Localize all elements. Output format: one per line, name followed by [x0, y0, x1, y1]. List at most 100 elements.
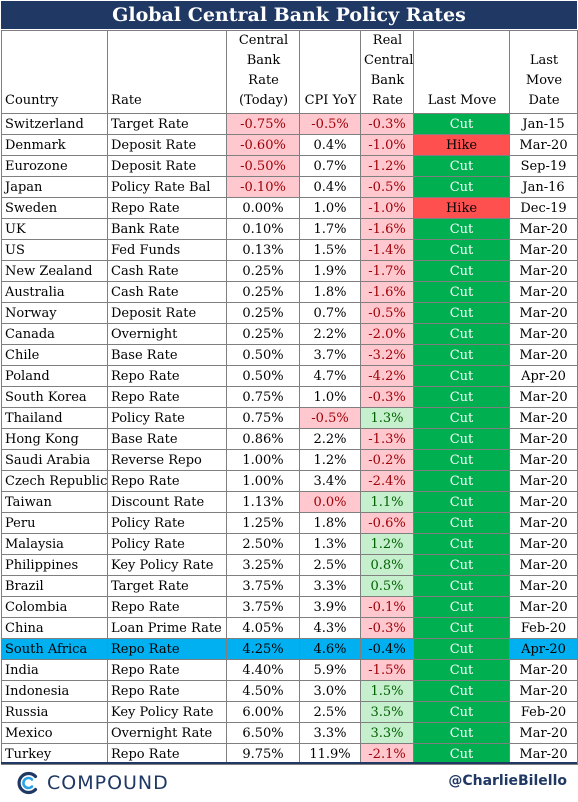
- table-row: India Repo Rate 4.40% 5.9% -1.5% Cut Mar-20: [1, 659, 578, 681]
- cell-rate-type: Discount Rate: [107, 491, 227, 513]
- header-real-line: Central: [364, 53, 414, 68]
- cell-rate-type: Base Rate: [107, 344, 227, 366]
- cell-country: Brazil: [1, 575, 108, 597]
- cell-cpi: -0.5%: [299, 113, 361, 135]
- cell-country: Taiwan: [1, 491, 108, 513]
- cell-last-move: Cut: [413, 701, 510, 723]
- header-cpi: CPI YoY: [299, 30, 361, 114]
- cell-rate-type: Policy Rate: [107, 512, 227, 534]
- cell-last-move: Cut: [413, 743, 510, 765]
- cell-rate-type: Reverse Repo: [107, 449, 227, 471]
- cell-country: Czech Republic: [1, 470, 108, 492]
- cell-last-move: Cut: [413, 491, 510, 513]
- cell-country: Denmark: [1, 134, 108, 156]
- cell-rate-type: Key Policy Rate: [107, 701, 227, 723]
- cell-cpi: 1.5%: [299, 239, 361, 261]
- cell-cpi: 3.3%: [299, 722, 361, 744]
- cell-last-move-date: Mar-20: [509, 596, 578, 618]
- cell-last-move: Cut: [413, 323, 510, 345]
- cell-real-rate: 0.8%: [360, 554, 414, 576]
- logo-text: COMPOUND: [47, 772, 169, 794]
- cell-cpi: 4.3%: [299, 617, 361, 639]
- table-row: Canada Overnight 0.25% 2.2% -2.0% Cut Mar-20: [1, 323, 578, 345]
- cell-country: South Africa: [1, 638, 108, 660]
- cell-real-rate: -3.2%: [360, 344, 414, 366]
- cell-cpi: 1.2%: [299, 449, 361, 471]
- cell-rate-type: Overnight: [107, 323, 227, 345]
- header-last-move: Last Move: [413, 30, 510, 114]
- cell-last-move-date: Mar-20: [509, 743, 578, 765]
- table-row: Brazil Target Rate 3.75% 3.3% 0.5% Cut Mar-20: [1, 575, 578, 597]
- cell-last-move: Cut: [413, 176, 510, 198]
- cell-cpi: 0.7%: [299, 302, 361, 324]
- cell-last-move-date: Mar-20: [509, 554, 578, 576]
- cell-real-rate: 0.5%: [360, 575, 414, 597]
- table-row: Saudi Arabia Reverse Repo 1.00% 1.2% -0.2% Cu…: [1, 449, 578, 471]
- cell-last-move-date: Dec-19: [509, 197, 578, 219]
- cell-last-move: Cut: [413, 407, 510, 429]
- cell-real-rate: -0.2%: [360, 449, 414, 471]
- cell-cb-rate: 0.50%: [226, 344, 300, 366]
- cell-real-rate: 1.1%: [360, 491, 414, 513]
- cell-cb-rate: 0.50%: [226, 365, 300, 387]
- cell-last-move: Cut: [413, 512, 510, 534]
- cell-cb-rate: 9.75%: [226, 743, 300, 765]
- cell-last-move-date: Mar-20: [509, 575, 578, 597]
- cell-country: Switzerland: [1, 113, 108, 135]
- cell-cb-rate: -0.60%: [226, 134, 300, 156]
- cell-rate-type: Deposit Rate: [107, 155, 227, 177]
- cell-country: Philippines: [1, 554, 108, 576]
- cell-rate-type: Loan Prime Rate: [107, 617, 227, 639]
- cell-cb-rate: 0.25%: [226, 260, 300, 282]
- cell-cb-rate: 4.05%: [226, 617, 300, 639]
- table-row: Japan Policy Rate Bal -0.10% 0.4% -0.5% Cut Ja…: [1, 176, 578, 198]
- cell-real-rate: 1.2%: [360, 533, 414, 555]
- cell-last-move-date: Mar-20: [509, 659, 578, 681]
- cell-cb-rate: 2.50%: [226, 533, 300, 555]
- cell-last-move-date: Mar-20: [509, 512, 578, 534]
- cell-last-move: Cut: [413, 575, 510, 597]
- cell-cpi: 3.3%: [299, 575, 361, 597]
- cell-real-rate: -0.6%: [360, 512, 414, 534]
- cell-last-move: Cut: [413, 344, 510, 366]
- cell-cb-rate: 3.75%: [226, 575, 300, 597]
- header-rate: Rate: [107, 30, 227, 114]
- cell-cpi: 3.7%: [299, 344, 361, 366]
- header-cb-rate-line: (Today): [238, 93, 289, 108]
- cell-country: Japan: [1, 176, 108, 198]
- cell-cpi: 4.7%: [299, 365, 361, 387]
- cell-country: Chile: [1, 344, 108, 366]
- cell-rate-type: Cash Rate: [107, 260, 227, 282]
- cell-rate-type: Policy Rate: [107, 407, 227, 429]
- cell-last-move: Cut: [413, 722, 510, 744]
- cell-cb-rate: 0.75%: [226, 407, 300, 429]
- cell-country: Hong Kong: [1, 428, 108, 450]
- cell-last-move: Cut: [413, 113, 510, 135]
- cell-cpi: 5.9%: [299, 659, 361, 681]
- table-row: Norway Deposit Rate 0.25% 0.7% -0.5% Cut Mar-2…: [1, 302, 578, 324]
- cell-cb-rate: 0.75%: [226, 386, 300, 408]
- cell-last-move-date: Mar-20: [509, 281, 578, 303]
- cell-cb-rate: 0.25%: [226, 281, 300, 303]
- cell-cb-rate: 0.25%: [226, 323, 300, 345]
- header-real-line: Real: [372, 33, 403, 48]
- cell-cb-rate: 0.86%: [226, 428, 300, 450]
- header-real-line: Rate: [372, 93, 403, 108]
- table-row: Hong Kong Base Rate 0.86% 2.2% -1.3% Cut Mar-2…: [1, 428, 578, 450]
- cell-rate-type: Base Rate: [107, 428, 227, 450]
- cell-cpi: 1.8%: [299, 512, 361, 534]
- cell-country: Eurozone: [1, 155, 108, 177]
- cell-cpi: 1.3%: [299, 533, 361, 555]
- cell-last-move: Cut: [413, 365, 510, 387]
- cell-country: Australia: [1, 281, 108, 303]
- cell-rate-type: Fed Funds: [107, 239, 227, 261]
- cell-cpi: 0.4%: [299, 176, 361, 198]
- cell-last-move-date: Mar-20: [509, 302, 578, 324]
- cell-rate-type: Repo Rate: [107, 659, 227, 681]
- cell-rate-type: Deposit Rate: [107, 302, 227, 324]
- cell-cb-rate: -0.10%: [226, 176, 300, 198]
- cell-country: Thailand: [1, 407, 108, 429]
- table-row: Colombia Repo Rate 3.75% 3.9% -0.1% Cut Mar-20: [1, 596, 578, 618]
- cell-real-rate: -1.7%: [360, 260, 414, 282]
- cell-cb-rate: 4.40%: [226, 659, 300, 681]
